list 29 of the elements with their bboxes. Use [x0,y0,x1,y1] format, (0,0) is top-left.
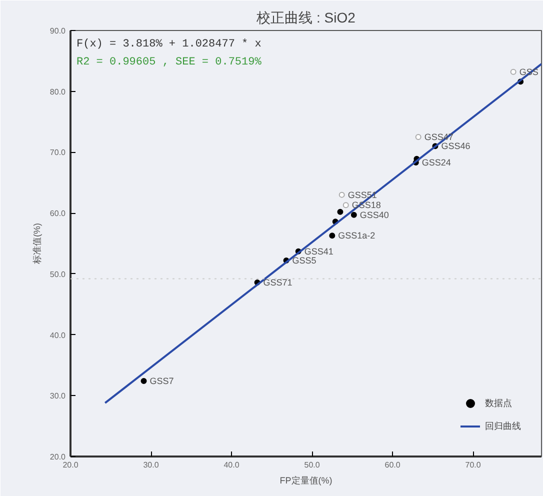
y-tick-label: 50.0 [50,270,66,279]
y-tick-label: 70.0 [50,148,66,158]
x-tick-label: 20.0 [62,460,79,470]
legend-label: 数据点 [485,396,512,410]
annotation: GSS41 [304,246,334,256]
annotation: GSS46 [441,141,470,152]
annotation: GSS5 [292,256,316,266]
x-tick-label: 60.0 [384,460,401,470]
y-tick-label: 30.0 [50,392,66,401]
chart-title: 校正曲线 : SiO2 [256,10,356,26]
annotation: F(x) = 3.818% + 1.028477 * x [76,38,262,50]
y-axis-title: 标准值(%) [32,223,42,265]
annotation: GSS1a-2 [338,230,376,241]
y-tick-label: 90.0 [50,26,66,36]
x-tick-label: 40.0 [224,460,240,470]
x-tick-label: 70.0 [465,460,482,470]
annotation: R2 = 0.99605 , SEE = 0.7519% [76,56,262,68]
annotation: GSS71 [263,277,292,288]
annotation: GSS24 [422,158,451,168]
y-tick-label: 20.0 [50,452,66,462]
y-tick-label: 80.0 [50,87,66,96]
y-tick-label: 60.0 [50,209,66,218]
x-axis-title: FP定量值(%) [280,476,332,486]
annotation: GSS7 [150,376,174,386]
legend-label: 回归曲线 [485,420,521,432]
y-tick-label: 40.0 [50,330,66,340]
x-tick-label: 30.0 [143,460,160,470]
x-tick-label: 50.0 [304,460,320,470]
annotation: GSS40 [360,210,389,220]
